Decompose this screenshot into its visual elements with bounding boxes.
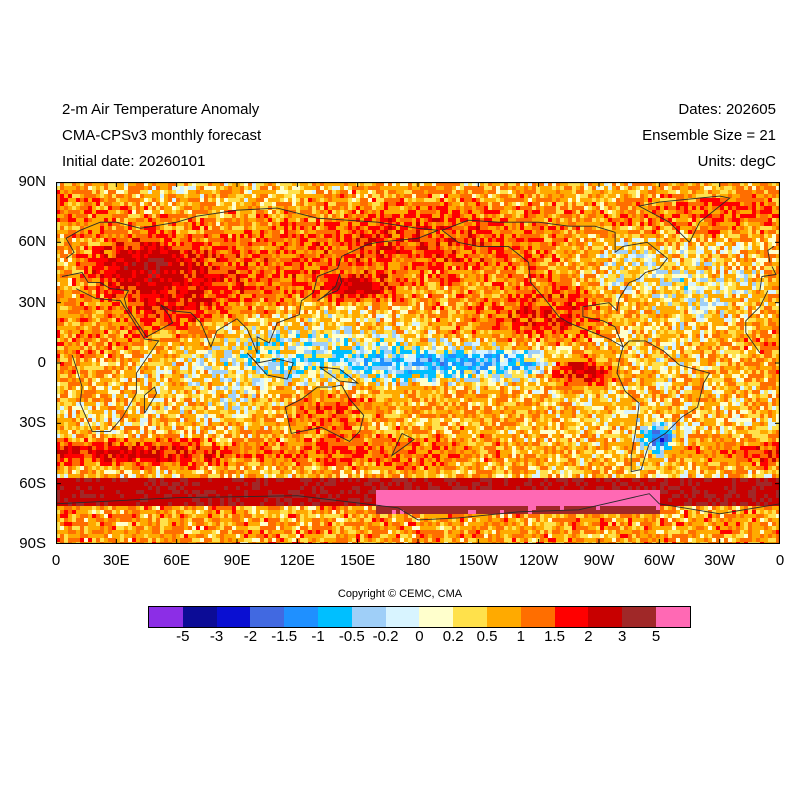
- lon-tick-label: 90E: [223, 552, 251, 569]
- coastline: [144, 386, 158, 414]
- lon-tick-label: 60W: [643, 552, 675, 569]
- coastline: [441, 219, 669, 348]
- title-block: 2-m Air Temperature Anomaly CMA-CPSv3 mo…: [62, 100, 261, 178]
- colorbar-swatch: [182, 607, 217, 627]
- colorbar-swatch: [655, 607, 690, 627]
- lat-tick-label: 30S: [19, 414, 46, 432]
- colorbar-tick-label: 1.5: [544, 628, 566, 645]
- title: 2-m Air Temperature Anomaly: [62, 101, 260, 118]
- colorbar-tick-label: 0: [415, 628, 424, 645]
- coastline: [246, 352, 294, 380]
- lat-tick-label: 60N: [18, 233, 46, 251]
- lat-tick-label: 90S: [19, 535, 46, 552]
- lon-tick-label: 90W: [583, 552, 615, 569]
- colorbar-tick-label: 0.5: [476, 628, 498, 645]
- colorbar-tick-label: 1: [516, 628, 525, 645]
- coastline: [71, 288, 160, 432]
- colorbar-swatch: [385, 607, 420, 627]
- colorbar-tick-label: -3: [209, 628, 224, 645]
- copyright-note: Copyright © CEMC, CMA: [337, 588, 463, 600]
- coastline: [616, 340, 711, 473]
- colorbar-tick-label: -1.5: [271, 628, 298, 645]
- lon-tick-label: 150W: [458, 552, 498, 569]
- lon-tick-label: 150E: [340, 552, 376, 569]
- lon-tick-label: 60E: [163, 552, 190, 569]
- colorbar-tick-label: 5: [651, 628, 661, 645]
- coastline: [637, 195, 731, 243]
- colorbar-tick-label: 2: [584, 628, 593, 645]
- colorbar-swatch: [351, 607, 386, 627]
- coastline: [56, 493, 780, 521]
- colorbar-swatch: [284, 607, 318, 627]
- coastline: [767, 246, 775, 263]
- colorbar-tick-label: 3: [618, 628, 627, 645]
- lon-tick-label: 180: [405, 552, 431, 569]
- colorbar-swatch: [250, 607, 285, 627]
- colorbar-swatch: [486, 607, 521, 627]
- lat-tick-label: 90N: [18, 173, 46, 190]
- lat-tick-label: 60S: [19, 474, 46, 492]
- colorbar-swatch: [520, 607, 555, 627]
- colorbar-swatch: [554, 607, 589, 627]
- coastline: [284, 384, 365, 442]
- colorbar-swatch: [317, 607, 352, 627]
- model-name: CMA-CPSv3 monthly forecast: [62, 127, 262, 144]
- colorbar-tick-label: -2: [243, 628, 258, 645]
- coastline: [319, 366, 360, 384]
- lon-tick-label: 0: [775, 552, 785, 569]
- lat-tick-label: 30N: [18, 293, 46, 311]
- lon-tick-label: 0: [51, 552, 61, 569]
- lon-tick-label: 120W: [519, 552, 559, 569]
- colorbar-swatch: [622, 607, 656, 627]
- coastline: [390, 432, 415, 457]
- lon-tick-label: 30E: [102, 552, 130, 569]
- coastline: [61, 207, 439, 354]
- coastline: [745, 290, 769, 333]
- forecast-dates: Dates: 202605: [678, 101, 776, 118]
- ensemble-size: Ensemble Size = 21: [642, 127, 776, 144]
- lon-tick-label: 30W: [704, 552, 736, 569]
- anomaly-map-canvas: [56, 182, 780, 544]
- units: Units: degC: [697, 153, 776, 170]
- colorbar-tick-label: -0.2: [372, 628, 399, 645]
- initial-date: Initial date: 20260101: [62, 153, 206, 170]
- coastline: [759, 266, 777, 291]
- colorbar-tick-label: -0.5: [338, 628, 365, 645]
- coastline: [745, 332, 761, 354]
- colorbar-swatch: [149, 607, 183, 627]
- colorbar-swatch: [453, 607, 487, 627]
- lon-tick-label: 120E: [279, 552, 315, 569]
- colorbar-swatch: [216, 607, 251, 627]
- lat-tick-label: 0: [37, 354, 46, 371]
- anomaly-map: [56, 182, 780, 544]
- info-block: Dates: 202605 Ensemble Size = 21 Units: …: [642, 100, 776, 178]
- colorbar-tick-label: -5: [176, 628, 190, 645]
- colorbar: [148, 606, 691, 628]
- colorbar-tick-label: -1: [311, 628, 325, 645]
- colorbar-swatch: [419, 607, 454, 627]
- colorbar-tick-label: 0.2: [442, 628, 464, 645]
- colorbar-swatch: [588, 607, 623, 627]
- coastline: [317, 272, 343, 302]
